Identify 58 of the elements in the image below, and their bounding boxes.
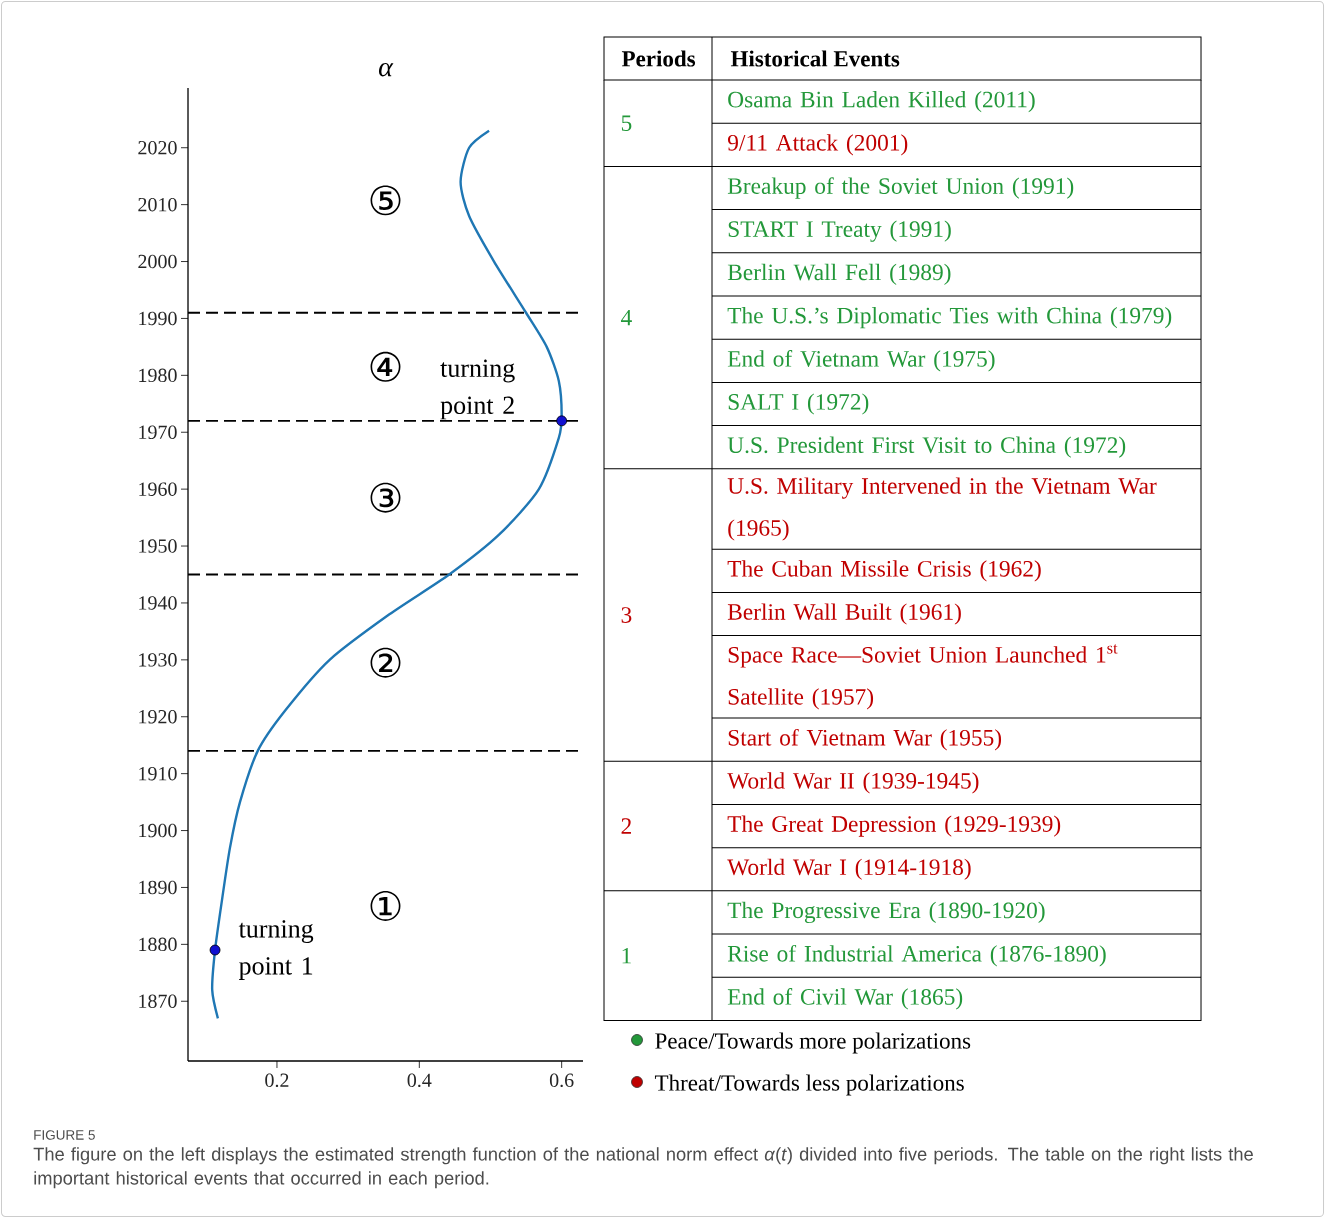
y-tick-label: 1930 <box>139 653 177 667</box>
category-label: 5 <box>621 115 632 131</box>
annotation: ① <box>370 890 401 921</box>
y-tick-label: 1990 <box>139 311 177 326</box>
category-label: U.S. Military Intervened in the Vietnam War (1965) <box>727 477 1157 541</box>
annotation: turning point 2 <box>440 359 515 420</box>
y-tick-label: 1880 <box>139 937 177 952</box>
category-label: End of Vietnam War (1975) <box>727 350 995 372</box>
y-tick-label: 2020 <box>138 140 177 155</box>
text: Historical Events <box>730 50 900 67</box>
category-label: The U.S.’s Diplomatic Ties with China (1979) <box>727 306 1172 329</box>
y-tick-label: 1950 <box>139 539 177 553</box>
category-label: The Great Depression (1929-1939) <box>727 815 1061 837</box>
text: The figure on the left displays the estimated strength function of the national norm effect α(t) divided into five periods. The table on the right lists the important historical events that occurred in each period. <box>33 1147 1253 1189</box>
category-label: U.S. President First Visit to China (1972) <box>727 436 1126 458</box>
category-label: Breakup of the Soviet Union (1991) <box>727 177 1074 199</box>
category-label: Start of Vietnam War (1955) <box>728 728 1002 751</box>
category-label: Rise of Industrial America (1876-1890) <box>727 944 1106 967</box>
y-tick-label: 2010 <box>138 197 177 212</box>
category-label: Space Race—Soviet Union Launched 1$^{st}$ Satellite (1957) <box>728 644 1118 710</box>
y-tick-label: 1970 <box>139 425 177 439</box>
y-tick-label: 1900 <box>139 823 177 838</box>
category-label: SALT I (1972) <box>728 393 869 415</box>
annotation: ② <box>370 647 401 678</box>
text: Peace/Towards more polarizations <box>655 1032 971 1054</box>
y-tick-label: 1960 <box>139 482 177 496</box>
category-label: 9/11 Attack (2001) <box>727 134 908 156</box>
annotation: ④ <box>370 351 401 382</box>
x-tick-label: 0.2 <box>265 1073 289 1088</box>
annotation: turning point 1 <box>238 920 314 980</box>
category-label: Berlin Wall Fell (1989) <box>727 263 951 285</box>
y-tick-label: 2000 <box>138 254 177 269</box>
y-tick-label: 1920 <box>139 710 177 724</box>
annotation: ③ <box>370 482 401 513</box>
y-tick-label: 1980 <box>139 368 177 383</box>
y-tick-label: 1910 <box>139 766 177 781</box>
category-label: The Progressive Era (1890-1920) <box>727 901 1045 924</box>
category-label: The Cuban Missile Crisis (1962) <box>727 560 1041 582</box>
category-label: Berlin Wall Built (1961) <box>727 603 961 625</box>
x-axis-title: α <box>378 62 394 77</box>
text: Periods <box>621 50 696 67</box>
category-label: Osama Bin Laden Killed (2011) <box>728 90 1035 113</box>
category-label: 3 <box>621 607 632 623</box>
x-tick-label: 0.4 <box>407 1073 432 1088</box>
category-label: World War II (1939-1945) <box>727 772 979 794</box>
category-label: End of Civil War (1865) <box>727 988 963 1010</box>
y-tick-label: 1940 <box>139 596 177 610</box>
category-label: World War I (1914-1918) <box>727 858 971 880</box>
category-label: 2 <box>621 818 631 834</box>
text: Threat/Towards less polarizations <box>654 1074 964 1096</box>
x-tick-label: 0.6 <box>549 1073 574 1088</box>
y-tick-label: 1870 <box>139 994 177 1008</box>
y-tick-label: 1890 <box>139 880 177 895</box>
category-label: START I Treaty (1991) <box>728 220 951 242</box>
caption: FIGURE 5 <box>34 1130 95 1140</box>
annotation: ⑤ <box>370 185 401 216</box>
category-label: 1 <box>622 947 631 964</box>
category-label: 4 <box>621 309 632 326</box>
